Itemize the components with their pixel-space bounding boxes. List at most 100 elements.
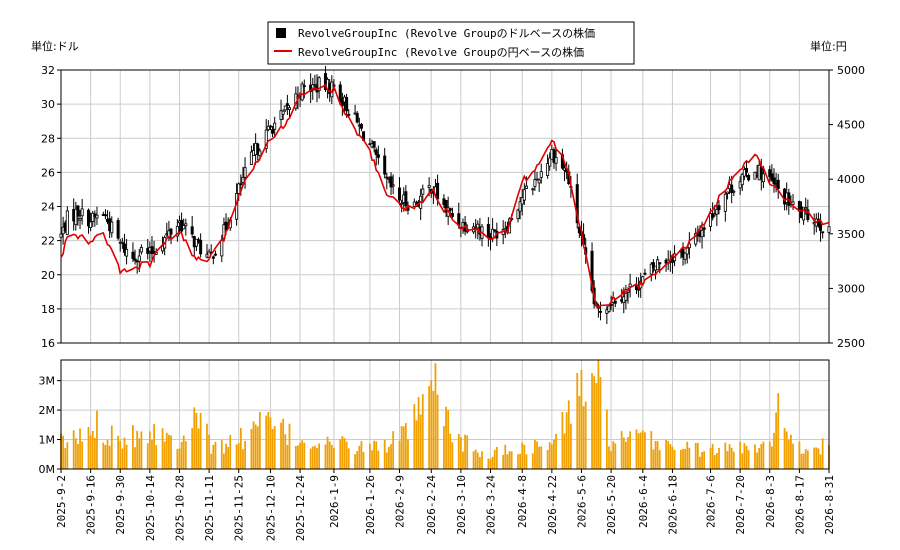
x-tick-label-18: 2026-5-20 [605,475,618,535]
volume-bar [538,446,541,469]
volume-bar [540,446,543,469]
volume-bar [785,431,788,469]
volume-bar [197,428,200,469]
legend-box [267,21,635,65]
volume-bar [770,446,773,469]
candle-body [80,208,84,217]
candle-body [137,255,141,262]
volume-bar [102,442,105,469]
x-tick-label-6: 2025-11-25 [233,475,246,541]
volume-bar [239,428,242,469]
volume-bar [121,448,124,469]
candle-body [300,83,304,101]
volume-bar [214,441,217,469]
volume-bar [728,444,731,469]
candle-body [281,110,285,115]
volume-bar [597,360,600,469]
volume-bar [701,452,703,469]
volume-bar [413,404,416,469]
candle-body [715,209,719,215]
volume-frame [60,359,830,470]
volume-bar [369,443,371,469]
candle-body [383,155,387,175]
volume-bar [140,431,143,469]
volume-bar [523,444,526,469]
candle-body [730,184,734,193]
candle-body [768,169,772,178]
candle-body [649,263,653,275]
volume-bar [612,441,615,469]
x-tick-label-9: 2026-1-9 [328,475,341,528]
volume-bar [110,425,113,469]
volume-bar [199,412,202,469]
volume-bar [768,441,771,469]
volume-bar [709,447,712,469]
volume-bar [178,448,181,469]
candle-body [590,250,594,292]
candle-body [827,226,831,233]
volume-bar [280,422,282,469]
volume-bar [430,380,433,469]
candle-body [740,173,744,186]
volume-bar [184,441,187,469]
volume-bar [404,423,407,469]
volume-bar [294,446,297,469]
volume-bar [62,435,65,469]
volume-bar [652,449,655,469]
volume-bar [815,447,818,469]
candle-body [91,212,95,222]
volume-bar [667,440,670,469]
candle-body [169,228,173,235]
volume-bar [64,448,67,469]
candle-body [709,213,713,227]
candle-body [283,105,287,111]
x-tick-label-1: 2025-9-16 [85,475,98,535]
volume-bar [754,444,756,469]
candle-body [175,226,179,237]
candle-body [86,209,91,227]
volume-bar [286,444,289,469]
volume-bar [153,424,155,469]
volume-bar [223,453,225,469]
candle-body [256,143,260,155]
volume-bar [517,454,519,469]
volume-bar [229,434,232,469]
x-tick-label-3: 2025-10-14 [144,475,157,542]
candle-body [78,218,82,221]
candle-body [683,252,687,260]
volume-bar [436,394,439,469]
volume-bar [358,445,361,469]
candle-body [139,247,143,253]
volume-bar [758,447,761,469]
volume-bar [297,445,299,469]
volume-bar [330,445,333,469]
candle-body [239,183,243,186]
candle-body [59,233,63,238]
volume-bar [96,410,98,469]
volume-bar [301,440,304,469]
candle-body [65,210,69,235]
volume-bar [474,449,477,469]
volume-bar [432,390,435,469]
volume-bar [548,442,551,469]
candle-body [436,182,440,200]
candle-body [711,213,715,219]
volume-bar [686,441,689,469]
candle-body [376,154,380,158]
volume-bar [756,452,758,469]
volume-bar [802,453,805,469]
volume-bar [269,417,272,469]
x-tick-label-8: 2025-12-24 [294,475,307,542]
volume-bar [821,438,824,469]
x-tick-label-23: 2026-8-3 [764,475,777,528]
volume-bar [745,445,748,469]
volume-bar [567,400,570,469]
volume-bar [123,437,126,469]
candle-body [89,221,93,228]
candle-body [271,129,275,134]
volume-bar [479,457,481,469]
volume-bar [620,431,623,469]
volume-bar [385,452,388,469]
right-tick-label-1: 3000 [837,282,865,295]
